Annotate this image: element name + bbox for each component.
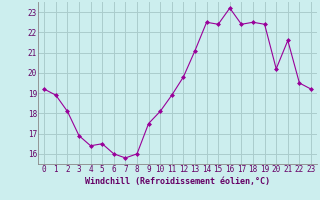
X-axis label: Windchill (Refroidissement éolien,°C): Windchill (Refroidissement éolien,°C)	[85, 177, 270, 186]
